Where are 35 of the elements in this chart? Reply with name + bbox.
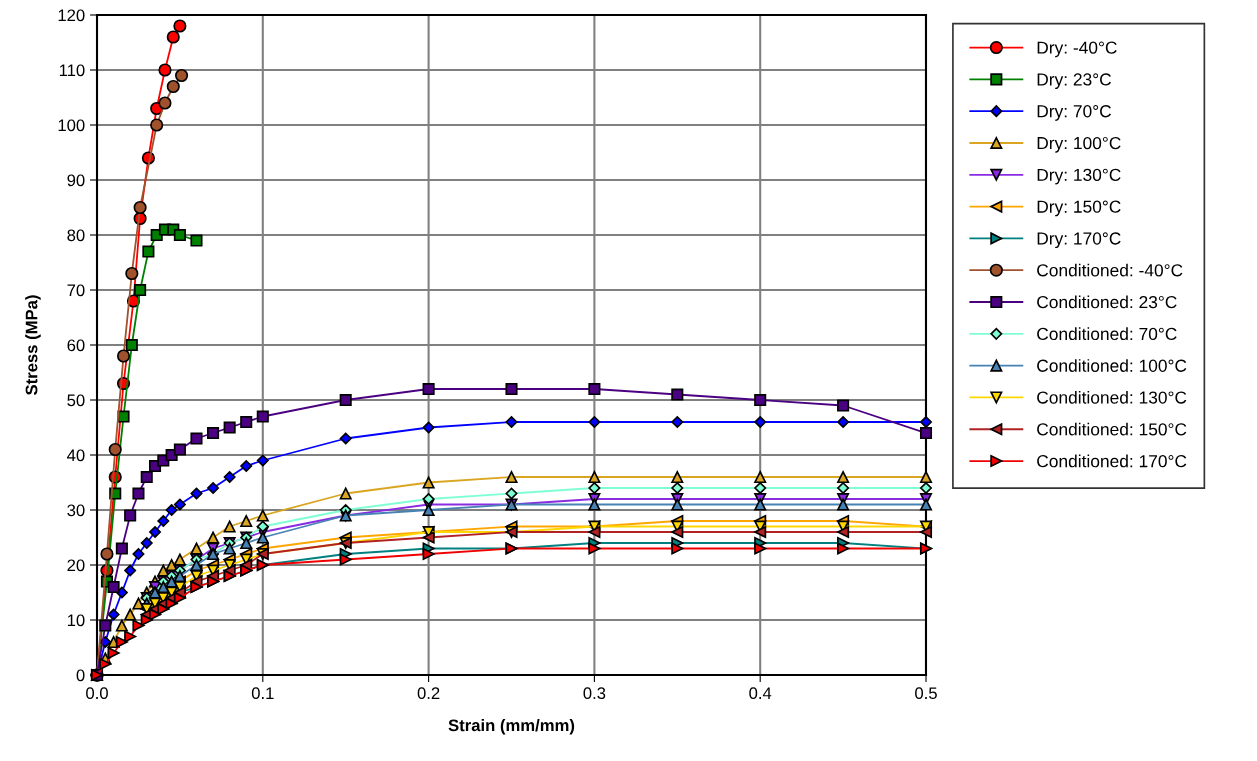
- y-tick-label: 0: [76, 669, 85, 682]
- legend-label: Conditioned: 23°C: [1037, 295, 1177, 309]
- y-tick-label: 10: [67, 614, 85, 627]
- legend-label: Conditioned: 150°C: [1037, 422, 1187, 436]
- y-tick-label: 30: [67, 504, 85, 517]
- y-tick-label: 100: [58, 119, 85, 132]
- legend-label: Dry: -40°C: [1037, 41, 1117, 58]
- legend-label: Conditioned: 170°C: [1037, 454, 1187, 468]
- legend-label: Conditioned: 100°C: [1037, 359, 1187, 372]
- legend-label: Dry: 23°C: [1037, 73, 1112, 90]
- y-tick-label: 70: [67, 284, 85, 297]
- x-axis-title: Strain (mm/mm): [448, 719, 575, 735]
- legend-label: Dry: 170°C: [1037, 232, 1121, 249]
- legend-label: Dry: 150°C: [1037, 200, 1121, 217]
- y-tick-label: 90: [67, 174, 85, 187]
- legend-label: Dry: 100°C: [1037, 136, 1121, 153]
- x-tick-label: 0.0: [86, 687, 108, 700]
- x-tick-label: 0.3: [583, 687, 606, 700]
- y-tick-label: 120: [58, 9, 85, 22]
- x-tick-label: 0.4: [749, 687, 772, 700]
- y-tick-label: 110: [59, 64, 85, 77]
- y-tick-label: 20: [67, 559, 85, 572]
- y-tick-label: 80: [67, 229, 85, 242]
- legend-label: Conditioned: 130°C: [1037, 390, 1187, 404]
- y-tick-label: 40: [67, 449, 85, 462]
- x-tick-label: 0.2: [417, 687, 440, 700]
- legend-label: Dry: 130°C: [1037, 168, 1121, 185]
- legend-label: Conditioned: -40°C: [1037, 263, 1183, 277]
- y-axis-title: Stress (MPa): [25, 295, 41, 395]
- y-tick-label: 60: [67, 339, 85, 352]
- x-tick-label: 0.1: [251, 687, 274, 700]
- y-tick-label: 50: [67, 394, 85, 407]
- legend-label: Dry: 70°C: [1037, 105, 1112, 121]
- legend-label: Conditioned: 70°C: [1037, 327, 1177, 341]
- x-tick-label: 0.5: [915, 687, 937, 700]
